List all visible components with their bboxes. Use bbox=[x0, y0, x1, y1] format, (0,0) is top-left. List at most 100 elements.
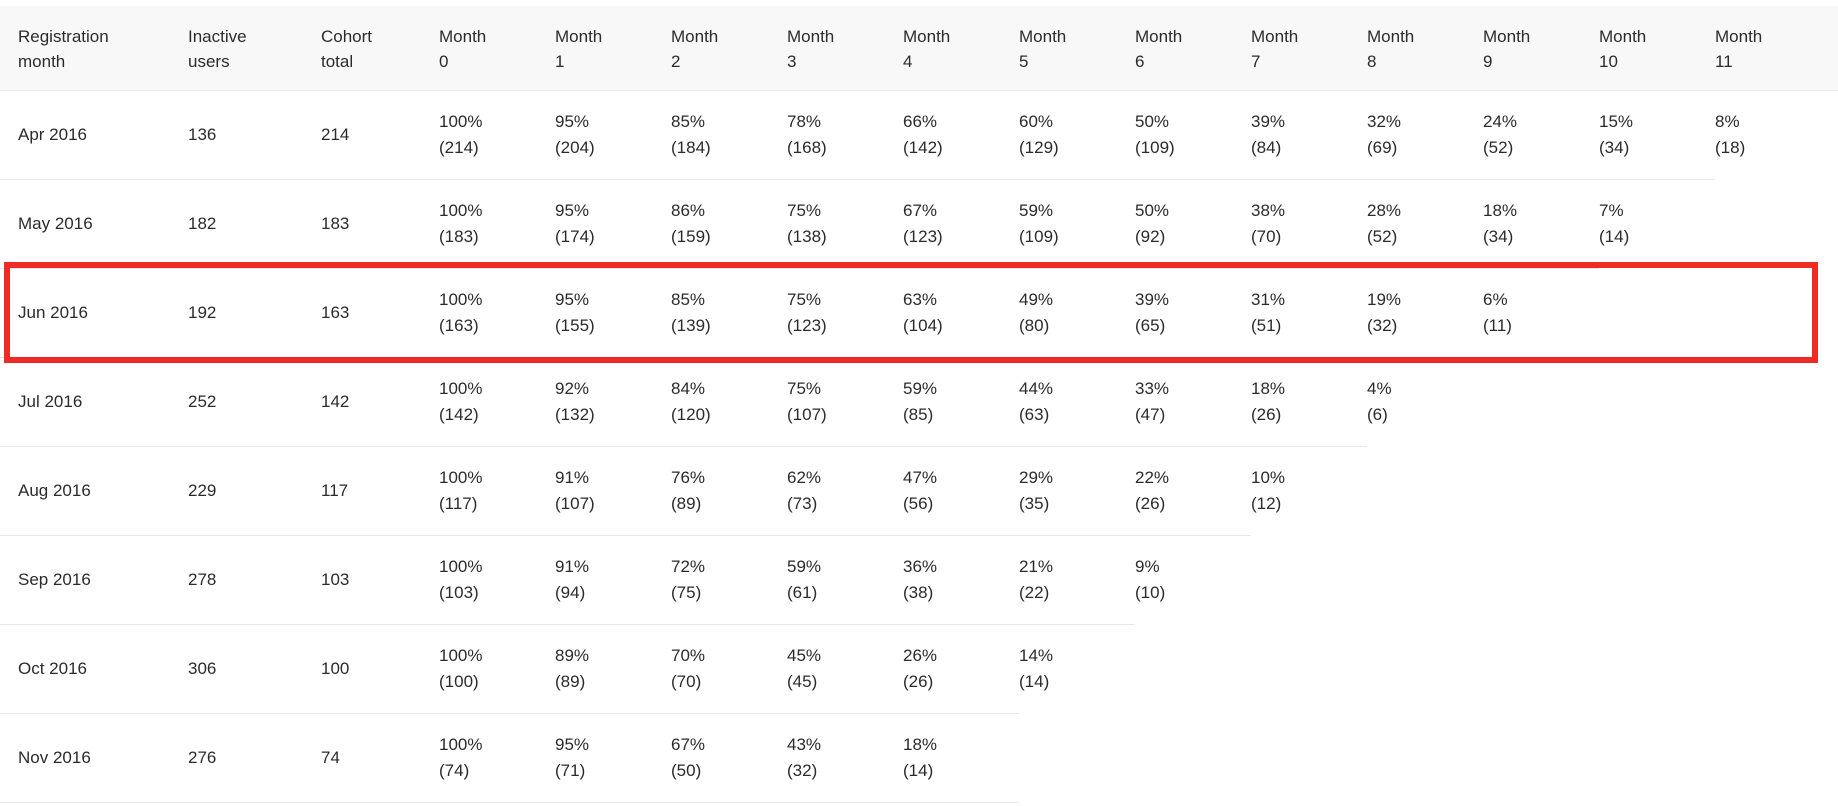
retention-cell: 18% (34) bbox=[1483, 178, 1599, 268]
retention-percent: 62% bbox=[787, 467, 822, 487]
column-header: Month 11 bbox=[1715, 6, 1838, 91]
retention-cell: 44% (63) bbox=[1019, 356, 1135, 446]
column-header: Registration month bbox=[0, 6, 188, 91]
retention-percent: 29% bbox=[1019, 467, 1054, 487]
retention-cell: 78% (168) bbox=[787, 90, 903, 179]
retention-cell: 18% (26) bbox=[1251, 356, 1367, 446]
retention-count: (183) bbox=[439, 226, 479, 246]
retention-count: (73) bbox=[787, 493, 818, 513]
retention-count: (138) bbox=[787, 226, 827, 246]
retention-percent: 10% bbox=[1251, 467, 1286, 487]
retention-percent: 6% bbox=[1483, 289, 1508, 309]
retention-cell: 10% (12) bbox=[1251, 445, 1367, 535]
registration-month-cell: Sep 2016 bbox=[0, 534, 188, 624]
retention-percent: 32% bbox=[1367, 111, 1402, 131]
retention-cell: 59% (85) bbox=[903, 356, 1019, 446]
retention-percent: 50% bbox=[1135, 111, 1170, 131]
retention-cell: 95% (174) bbox=[555, 178, 671, 268]
column-header-label: Month 3 bbox=[787, 27, 835, 71]
cohort-total-cell: 74 bbox=[321, 712, 439, 803]
column-header-label: Month 5 bbox=[1019, 27, 1067, 71]
retention-percent: 7% bbox=[1599, 200, 1624, 220]
retention-count: (35) bbox=[1019, 493, 1050, 513]
retention-cell: 9% (10) bbox=[1135, 534, 1251, 624]
column-header: Month 1 bbox=[555, 6, 671, 91]
retention-count: (63) bbox=[1019, 404, 1050, 424]
retention-cell: 26% (26) bbox=[903, 623, 1019, 713]
retention-count: (104) bbox=[903, 315, 943, 335]
retention-percent: 95% bbox=[555, 111, 590, 131]
retention-percent: 76% bbox=[671, 467, 706, 487]
retention-cell: 100% (214) bbox=[439, 90, 555, 179]
retention-cell: 29% (35) bbox=[1019, 445, 1135, 535]
retention-count: (109) bbox=[1019, 226, 1059, 246]
cohort-row: Aug 2016 229 117 100% (117) 91% (107) 76% (89) 62… bbox=[0, 445, 1838, 535]
retention-percent: 91% bbox=[555, 467, 590, 487]
retention-count: (70) bbox=[1251, 226, 1282, 246]
registration-month-cell: Aug 2016 bbox=[0, 445, 188, 535]
retention-percent: 75% bbox=[787, 378, 822, 398]
retention-percent: 95% bbox=[555, 734, 590, 754]
retention-count: (174) bbox=[555, 226, 595, 246]
retention-cell: 7% (14) bbox=[1599, 178, 1715, 268]
retention-count: (18) bbox=[1715, 137, 1746, 157]
retention-percent: 67% bbox=[671, 734, 706, 754]
column-header-label: Month 7 bbox=[1251, 27, 1299, 71]
retention-percent: 100% bbox=[439, 467, 483, 487]
retention-percent: 15% bbox=[1599, 111, 1634, 131]
retention-percent: 75% bbox=[787, 200, 822, 220]
retention-count: (123) bbox=[787, 315, 827, 335]
retention-percent: 100% bbox=[439, 645, 483, 665]
inactive-users-cell: 136 bbox=[188, 90, 321, 179]
retention-percent: 36% bbox=[903, 556, 938, 576]
retention-cell: 19% (32) bbox=[1367, 267, 1483, 357]
retention-count: (168) bbox=[787, 137, 827, 157]
cohort-total-cell: 214 bbox=[321, 90, 439, 179]
column-header: Month 6 bbox=[1135, 6, 1251, 91]
inactive-users-cell: 276 bbox=[188, 712, 321, 803]
retention-count: (100) bbox=[439, 671, 479, 691]
retention-cell: 67% (123) bbox=[903, 178, 1019, 268]
retention-count: (80) bbox=[1019, 315, 1050, 335]
retention-count: (123) bbox=[903, 226, 943, 246]
retention-cell: 38% (70) bbox=[1251, 178, 1367, 268]
retention-count: (132) bbox=[555, 404, 595, 424]
retention-percent: 100% bbox=[439, 200, 483, 220]
retention-count: (32) bbox=[1367, 315, 1398, 335]
retention-percent: 18% bbox=[1251, 378, 1286, 398]
retention-cell: 39% (84) bbox=[1251, 90, 1367, 179]
retention-cell: 50% (92) bbox=[1135, 178, 1251, 268]
retention-count: (34) bbox=[1599, 137, 1630, 157]
retention-count: (14) bbox=[1019, 671, 1050, 691]
retention-count: (163) bbox=[439, 315, 479, 335]
retention-cell: 43% (32) bbox=[787, 712, 903, 803]
inactive-users-cell: 252 bbox=[188, 356, 321, 446]
retention-percent: 38% bbox=[1251, 200, 1286, 220]
retention-cell: 45% (45) bbox=[787, 623, 903, 713]
column-header-label: Cohort total bbox=[321, 27, 373, 71]
cohort-row: May 2016 182 183 100% (183) 95% (174) 86% (159) 7… bbox=[0, 178, 1838, 268]
retention-percent: 19% bbox=[1367, 289, 1402, 309]
retention-cell: 60% (129) bbox=[1019, 90, 1135, 179]
retention-cell: 75% (107) bbox=[787, 356, 903, 446]
retention-cell: 91% (94) bbox=[555, 534, 671, 624]
column-header-label: Month 8 bbox=[1367, 27, 1415, 71]
registration-month-cell: May 2016 bbox=[0, 178, 188, 268]
retention-cell: 86% (159) bbox=[671, 178, 787, 268]
retention-count: (26) bbox=[1135, 493, 1166, 513]
column-header: Month 8 bbox=[1367, 6, 1483, 91]
retention-cell: 49% (80) bbox=[1019, 267, 1135, 357]
retention-percent: 44% bbox=[1019, 378, 1054, 398]
retention-count: (51) bbox=[1251, 315, 1282, 335]
cohort-total-cell: 100 bbox=[321, 623, 439, 713]
retention-count: (56) bbox=[903, 493, 934, 513]
retention-count: (10) bbox=[1135, 582, 1166, 602]
retention-percent: 39% bbox=[1135, 289, 1170, 309]
retention-count: (103) bbox=[439, 582, 479, 602]
retention-percent: 47% bbox=[903, 467, 938, 487]
retention-cell: 15% (34) bbox=[1599, 90, 1715, 179]
retention-count: (184) bbox=[671, 137, 711, 157]
retention-count: (94) bbox=[555, 582, 586, 602]
registration-month-cell: Apr 2016 bbox=[0, 90, 188, 179]
retention-percent: 43% bbox=[787, 734, 822, 754]
